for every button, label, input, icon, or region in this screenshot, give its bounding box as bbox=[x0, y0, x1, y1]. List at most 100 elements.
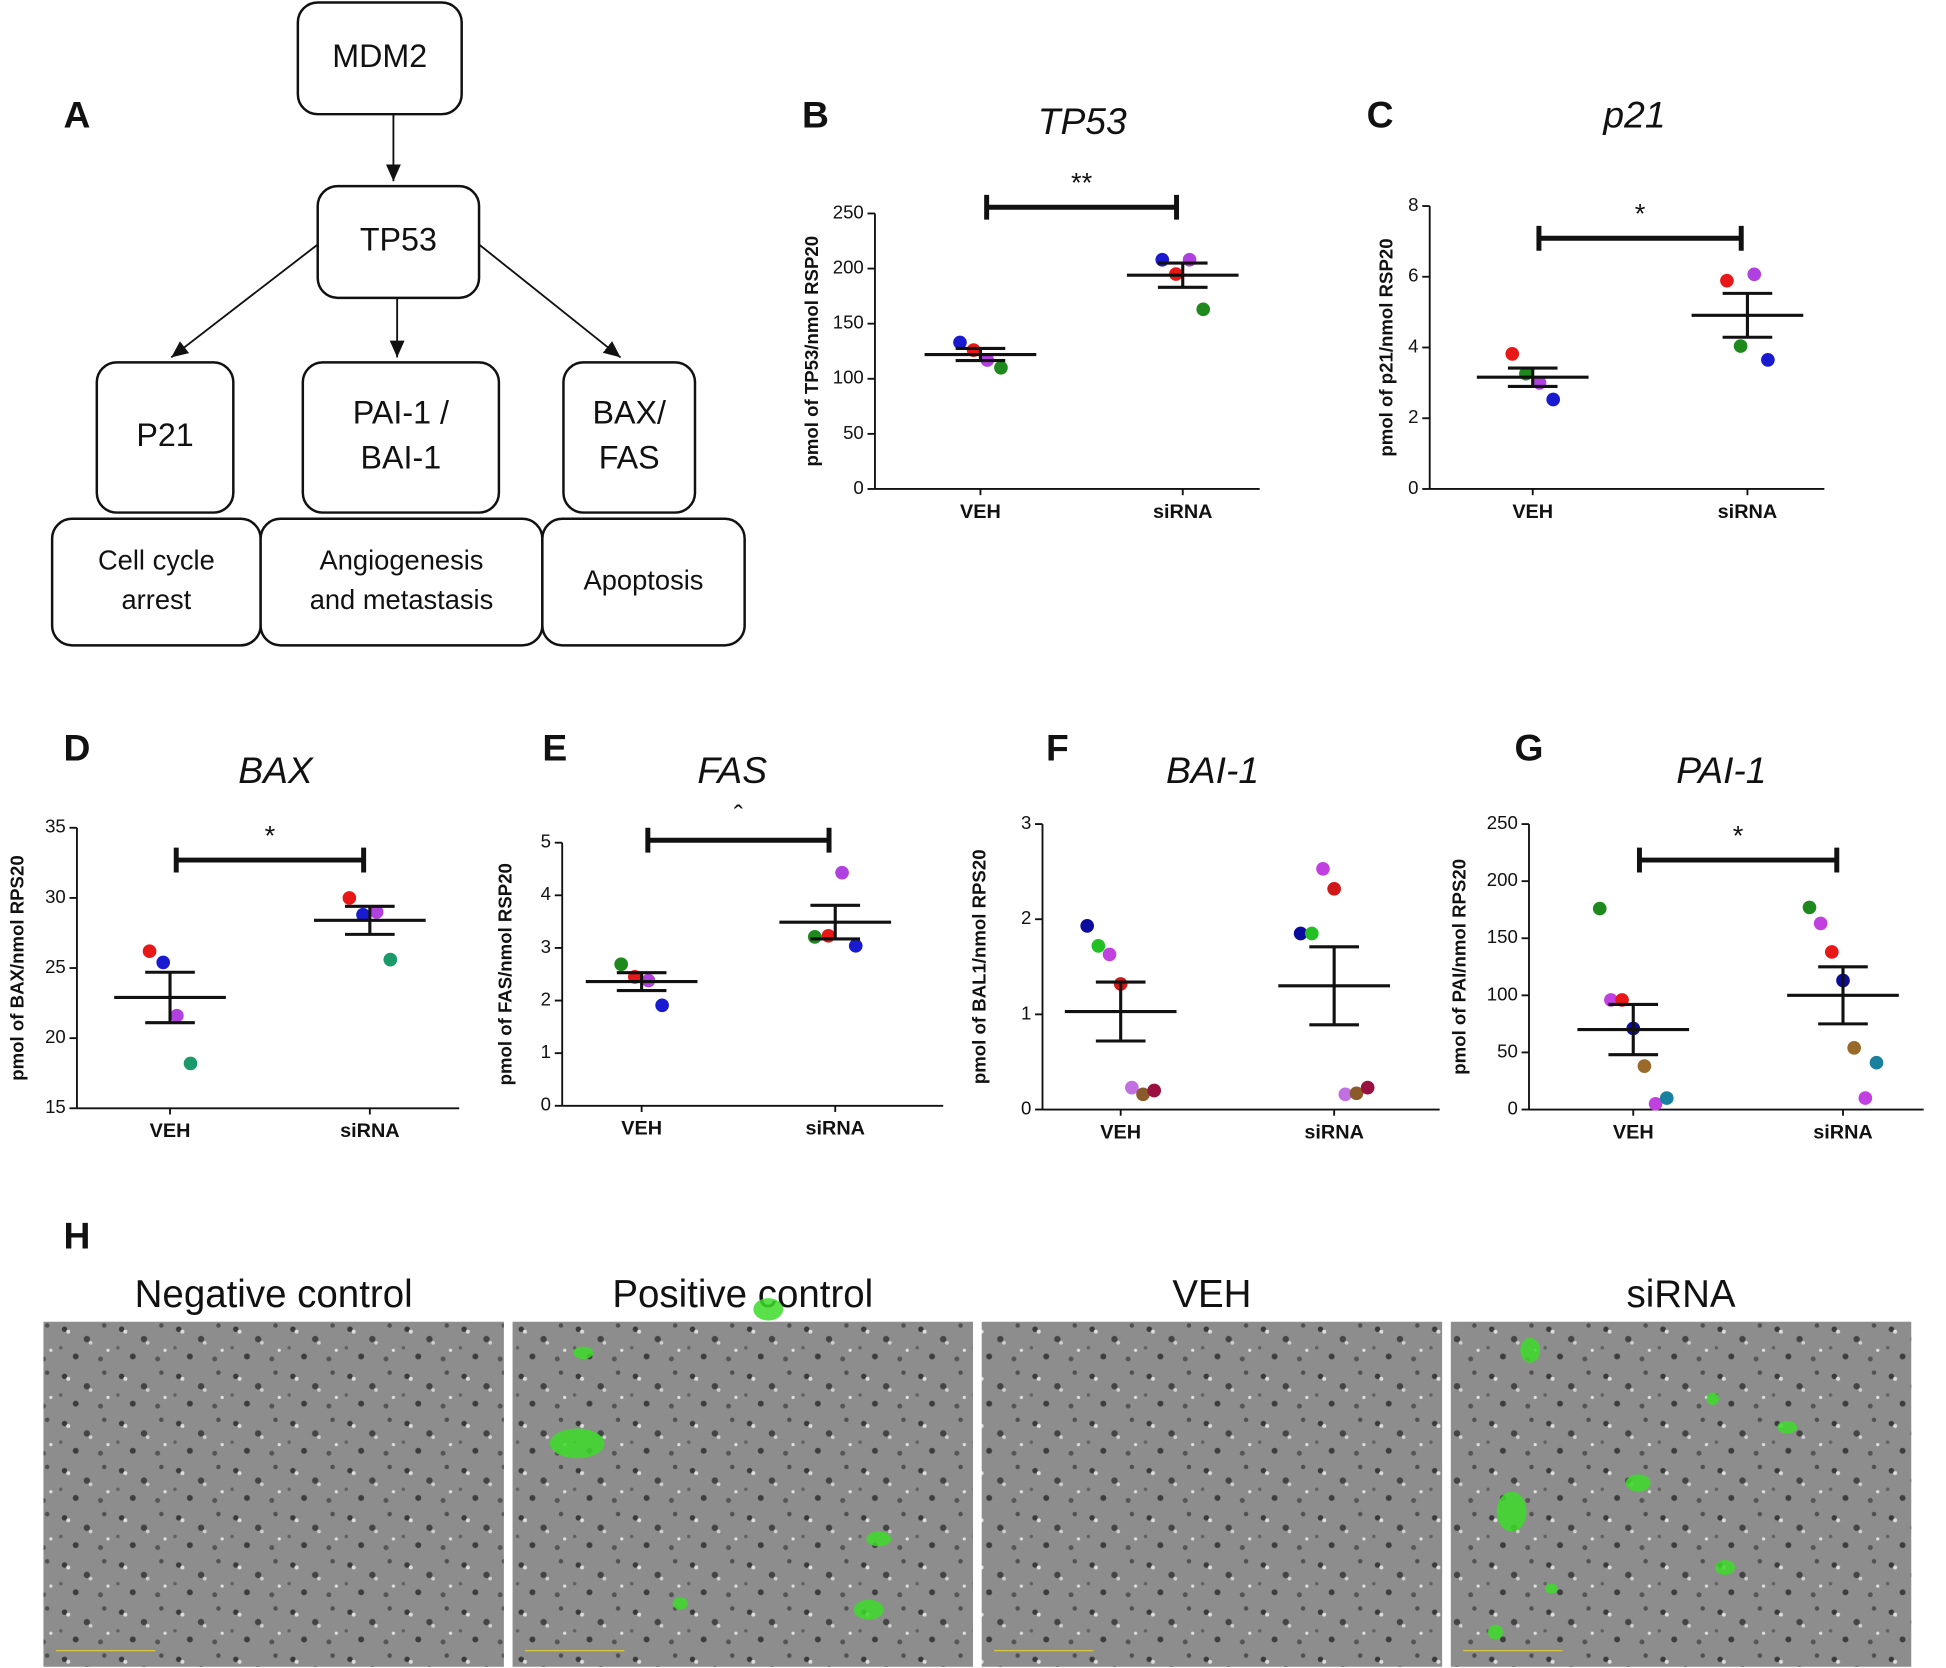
error-bar bbox=[1157, 261, 1208, 289]
chart-title: BAI-1 bbox=[1166, 749, 1259, 791]
x-tick-label: siRNA bbox=[1813, 1121, 1873, 1143]
x-tick-label: VEH bbox=[1613, 1121, 1654, 1143]
y-tick-label: 35 bbox=[45, 816, 66, 837]
data-point bbox=[1080, 919, 1095, 933]
y-tick-label: 8 bbox=[1408, 194, 1418, 215]
panel-letter: A bbox=[64, 94, 91, 136]
error-bar bbox=[1309, 945, 1359, 1027]
x-tick-label: VEH bbox=[1512, 501, 1553, 523]
data-point bbox=[1720, 273, 1734, 288]
micrograph bbox=[43, 1321, 504, 1667]
data-point bbox=[1637, 1059, 1652, 1073]
data-point bbox=[1813, 916, 1828, 931]
significance-label: ˆ bbox=[734, 800, 743, 831]
panel-letter: F bbox=[1046, 727, 1069, 769]
panel-letter: C bbox=[1367, 94, 1394, 136]
y-axis-label: pmol of PAI/nmol RPS20 bbox=[1449, 859, 1470, 1075]
y-tick-label: 0 bbox=[1021, 1097, 1031, 1118]
data-point bbox=[183, 1056, 198, 1071]
data-point bbox=[1648, 1096, 1663, 1111]
data-point bbox=[1802, 900, 1817, 915]
node-label: FAS bbox=[599, 439, 660, 475]
data-point bbox=[655, 998, 669, 1013]
chart-title: BAX bbox=[238, 749, 314, 791]
x-tick-label: VEH bbox=[960, 501, 1001, 523]
y-tick-label: 2 bbox=[1021, 907, 1031, 928]
significance-bracket bbox=[173, 847, 367, 873]
data-point bbox=[1338, 1087, 1353, 1102]
fluorescence bbox=[1715, 1560, 1736, 1575]
image-label: VEH bbox=[1172, 1273, 1251, 1316]
data-point bbox=[821, 929, 836, 943]
data-point bbox=[1136, 1087, 1150, 1102]
panel-letter: H bbox=[64, 1214, 91, 1256]
data-point bbox=[1546, 392, 1561, 407]
data-point bbox=[1091, 939, 1106, 953]
y-tick-label: 2 bbox=[1408, 406, 1418, 427]
error-bar bbox=[1818, 965, 1868, 1026]
panel-letter: D bbox=[64, 727, 91, 769]
fluorescence bbox=[672, 1597, 688, 1610]
x-tick-label: siRNA bbox=[1304, 1121, 1364, 1143]
data-point bbox=[1761, 353, 1775, 367]
node-box bbox=[541, 517, 746, 647]
error-bar bbox=[145, 970, 195, 1025]
data-point bbox=[1858, 1091, 1873, 1105]
node-label: P21 bbox=[136, 417, 193, 453]
y-axis-label: pmol of TP53/nmol RSP20 bbox=[801, 236, 822, 467]
y-tick-label: 200 bbox=[1487, 869, 1518, 890]
data-point bbox=[1505, 347, 1520, 361]
image-label: siRNA bbox=[1627, 1273, 1736, 1316]
chart-title: TP53 bbox=[1038, 100, 1127, 142]
node-label: arrest bbox=[121, 584, 191, 615]
y-tick-label: 20 bbox=[45, 1026, 66, 1047]
error-bar bbox=[810, 903, 861, 941]
significance-bracket bbox=[1536, 225, 1744, 251]
data-point bbox=[1327, 881, 1341, 896]
node-box bbox=[95, 361, 235, 514]
image-label: Negative control bbox=[135, 1273, 413, 1316]
error-bar bbox=[955, 346, 1006, 363]
x-tick-label: siRNA bbox=[805, 1118, 865, 1140]
significance-label: ** bbox=[1071, 167, 1093, 198]
y-tick-label: 250 bbox=[833, 201, 864, 222]
fluorescence bbox=[573, 1346, 594, 1359]
significance-label: * bbox=[1635, 198, 1646, 229]
y-tick-label: 6 bbox=[1408, 265, 1418, 286]
y-tick-label: 1 bbox=[1021, 1002, 1031, 1023]
y-tick-label: 150 bbox=[833, 312, 864, 333]
node-box bbox=[259, 517, 544, 647]
y-tick-label: 15 bbox=[45, 1096, 66, 1117]
node-label: Angiogenesis bbox=[320, 544, 484, 575]
fluorescence bbox=[853, 1599, 884, 1620]
data-point bbox=[1196, 302, 1211, 317]
data-point bbox=[156, 955, 171, 970]
data-point bbox=[835, 865, 849, 880]
micrograph bbox=[1450, 1321, 1912, 1667]
data-point bbox=[1733, 339, 1748, 353]
node-box bbox=[296, 1, 463, 116]
y-tick-label: 0 bbox=[853, 477, 863, 498]
fluorescence bbox=[753, 1298, 784, 1321]
fluorescence bbox=[866, 1531, 892, 1547]
chart-title: p21 bbox=[1602, 94, 1665, 136]
data-point bbox=[383, 952, 398, 967]
node-label: TP53 bbox=[360, 222, 437, 258]
arrow bbox=[478, 243, 622, 359]
y-tick-label: 3 bbox=[541, 936, 551, 957]
y-tick-label: 4 bbox=[541, 883, 551, 904]
y-tick-label: 50 bbox=[1497, 1040, 1518, 1061]
fluorescence bbox=[1706, 1392, 1719, 1405]
node-label: MDM2 bbox=[332, 38, 427, 74]
significance-label: * bbox=[265, 820, 276, 851]
node-box bbox=[301, 361, 501, 514]
y-tick-label: 2 bbox=[541, 988, 551, 1009]
data-point bbox=[1847, 1041, 1861, 1055]
x-tick-label: siRNA bbox=[340, 1120, 400, 1142]
y-axis-label: pmol of FAS/nmol RSP20 bbox=[494, 863, 515, 1085]
y-tick-label: 3 bbox=[1021, 812, 1031, 833]
fluorescence bbox=[1496, 1491, 1527, 1532]
x-tick-label: siRNA bbox=[1718, 501, 1778, 523]
arrow bbox=[170, 243, 319, 359]
data-point bbox=[807, 930, 822, 944]
